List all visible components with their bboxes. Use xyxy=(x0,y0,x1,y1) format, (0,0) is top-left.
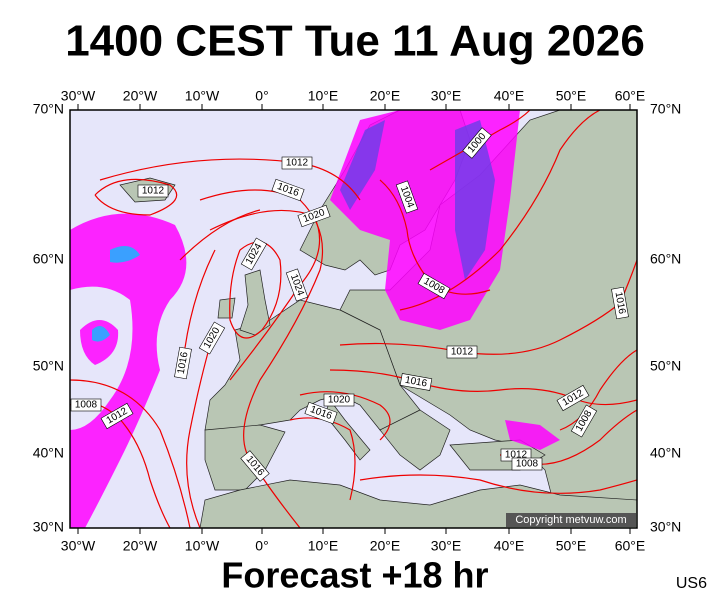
lon-label-bottom: 0° xyxy=(255,538,268,554)
lon-label-top: 10°W xyxy=(185,88,220,104)
isobars xyxy=(70,110,637,528)
forecast-label: Forecast +18 hr xyxy=(221,555,488,596)
isobar-label-text: 1008 xyxy=(516,459,539,470)
lon-label-top: 30°E xyxy=(431,88,462,104)
precip-core xyxy=(340,120,495,280)
lon-label-bottom: 30°E xyxy=(431,538,462,554)
copyright-box xyxy=(506,513,636,527)
isobar-label: 1016 xyxy=(399,373,433,391)
lon-label-top: 30°W xyxy=(61,88,96,104)
lat-label-right: 30°N xyxy=(650,519,681,535)
isobar-label-text: 1012 xyxy=(142,186,165,197)
isobar-label-text: 1016 xyxy=(613,291,628,315)
isobar-label-text: 1012 xyxy=(505,450,528,461)
lon-label-top: 20°E xyxy=(370,88,401,104)
lon-label-top: 50°E xyxy=(556,88,587,104)
lon-label-top: 60°E xyxy=(615,88,646,104)
lon-label-bottom: 60°E xyxy=(615,538,646,554)
isobar-label: 1020 xyxy=(323,393,355,407)
isobar-label-text: 1016 xyxy=(404,375,428,390)
lat-label-right: 60°N xyxy=(650,251,681,267)
lat-label-left: 70°N xyxy=(33,101,64,117)
precip-low xyxy=(80,320,119,365)
lon-label-top: 0° xyxy=(255,88,268,104)
isobar-label-text: 1016 xyxy=(176,351,191,375)
lat-label-left: 30°N xyxy=(33,519,64,535)
lon-label-bottom: 10°W xyxy=(185,538,220,554)
isobar-label-text: 1012 xyxy=(286,158,309,169)
axis-labels: 30°W 30°W 20°W 20°W 10°W 10°W 0° 0° 10°E 10°E 20°E… xyxy=(33,88,682,554)
lon-label-bottom: 30°W xyxy=(61,538,96,554)
map-frame xyxy=(69,109,638,529)
lon-label-top: 20°W xyxy=(123,88,158,104)
lat-label-left: 40°N xyxy=(33,445,64,461)
eastern-europe xyxy=(339,110,637,528)
lon-label-top: 40°E xyxy=(494,88,525,104)
isobar-label-text: 1020 xyxy=(328,395,351,406)
isobar-label: 1008 xyxy=(511,457,543,471)
isobar-label: 1012 xyxy=(137,184,169,198)
isobar-label: 1012 xyxy=(446,345,478,359)
lon-label-top: 10°E xyxy=(308,88,339,104)
title: 1400 CEST Tue 11 Aug 2026 xyxy=(65,17,645,66)
lon-label-bottom: 20°W xyxy=(123,538,158,554)
isobar-label: 1012 xyxy=(281,156,313,170)
frame-border xyxy=(69,109,638,529)
isobar-label-text: 1012 xyxy=(451,347,474,358)
lat-label-left: 60°N xyxy=(33,251,64,267)
lon-label-bottom: 50°E xyxy=(556,538,587,554)
lat-label-right: 50°N xyxy=(650,358,681,374)
precip-blacksea xyxy=(505,420,560,450)
isobar-label: 1016 xyxy=(174,346,192,380)
copyright: Copyright metvuw.com xyxy=(515,514,626,526)
lat-label-right: 70°N xyxy=(650,101,681,117)
isobar-label-text: 1008 xyxy=(75,400,98,411)
isobar-label: 1008 xyxy=(70,398,102,412)
lon-label-bottom: 10°E xyxy=(308,538,339,554)
lon-label-bottom: 40°E xyxy=(494,538,525,554)
lat-label-left: 50°N xyxy=(33,358,64,374)
lon-label-bottom: 20°E xyxy=(370,538,401,554)
precip-spot xyxy=(92,246,140,342)
map-code: US6 xyxy=(676,575,707,592)
lat-label-right: 40°N xyxy=(650,445,681,461)
isobar-label: 1016 xyxy=(611,286,629,320)
